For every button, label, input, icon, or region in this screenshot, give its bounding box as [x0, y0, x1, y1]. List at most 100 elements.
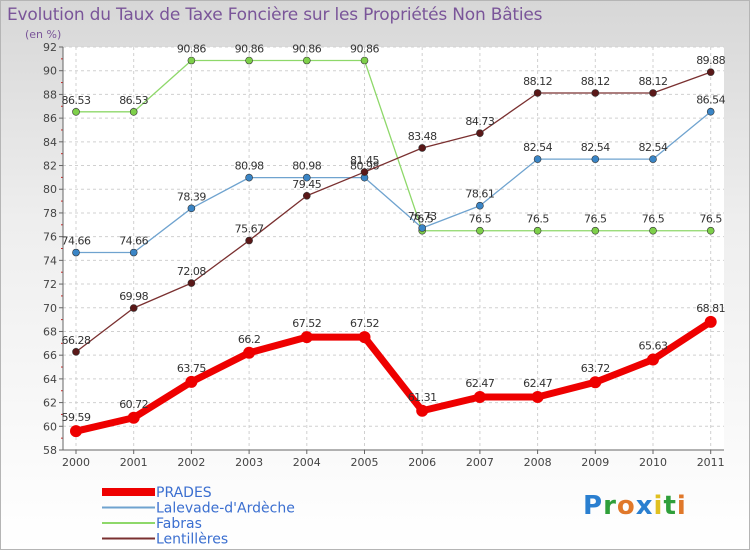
data-label: 76.5 [469, 213, 492, 226]
y-tick-label: 86 [43, 112, 57, 125]
data-point [302, 56, 311, 65]
data-label: 76.5 [584, 213, 607, 226]
data-label: 88.12 [581, 75, 610, 88]
data-point [533, 226, 542, 235]
y-tick-label: 62 [43, 397, 57, 410]
series-line-3 [75, 71, 711, 353]
data-label: 82.54 [581, 141, 610, 154]
y-tick-label: 82 [43, 160, 57, 173]
data-label: 76.73 [408, 210, 437, 223]
data-point [591, 226, 600, 235]
data-label: 67.52 [292, 317, 321, 330]
data-label: 90.86 [177, 43, 206, 56]
data-point [416, 404, 429, 417]
series-line-1 [76, 111, 712, 254]
y-tick-label: 80 [43, 183, 57, 196]
data-point [358, 331, 371, 344]
data-point [129, 108, 138, 116]
y-tick-label: 66 [43, 349, 57, 362]
data-label: 80.98 [235, 160, 264, 173]
y-tick-label: 68 [43, 325, 57, 338]
data-label: 83.48 [408, 130, 437, 143]
data-point [706, 68, 715, 76]
y-tick-label: 70 [43, 302, 57, 315]
y-tick-label: 78 [43, 207, 57, 220]
proxiti-logo: Proxiti [583, 491, 687, 521]
data-label: 86.54 [696, 94, 725, 107]
data-label: 88.12 [523, 75, 552, 88]
data-point [360, 168, 369, 176]
x-tick-label: 2007 [466, 456, 494, 469]
x-tick-label: 2002 [177, 456, 205, 469]
data-label: 82.54 [639, 141, 668, 154]
data-point [418, 224, 427, 232]
data-point [591, 89, 600, 97]
data-label: 66.28 [62, 334, 91, 347]
data-point [476, 226, 484, 235]
data-point [245, 56, 253, 65]
y-tick-label: 76 [43, 231, 57, 244]
y-tick-label: 72 [43, 278, 57, 291]
data-point [649, 89, 657, 97]
data-point [647, 353, 659, 366]
logo-letter: r [603, 491, 617, 521]
data-label: 88.12 [639, 75, 668, 88]
data-point [360, 56, 369, 65]
y-tick-label: 60 [43, 420, 57, 433]
data-point [533, 89, 542, 97]
data-point [589, 376, 602, 389]
data-label: 84.73 [465, 115, 494, 128]
x-tick-label: 2003 [235, 456, 263, 469]
y-tick-label: 84 [43, 136, 57, 149]
data-label: 78.39 [177, 190, 206, 203]
data-point [649, 226, 657, 235]
data-point [129, 248, 138, 257]
data-label: 69.98 [119, 290, 148, 303]
data-point [706, 226, 715, 235]
logo-letter: P [583, 491, 604, 521]
logo-letter: x [635, 491, 654, 521]
data-point [704, 315, 717, 328]
x-tick-label: 2008 [524, 456, 552, 469]
y-tick-label: 74 [43, 254, 57, 267]
legend-label: Fabras [156, 516, 202, 532]
data-point [127, 411, 140, 424]
y-tick-label: 92 [43, 41, 57, 54]
data-point [302, 191, 311, 200]
logo-letter: i [653, 491, 664, 521]
data-point [70, 425, 82, 438]
data-point [243, 346, 256, 359]
data-point [300, 331, 313, 344]
data-label: 76.5 [699, 213, 722, 226]
x-tick-label: 2001 [120, 456, 148, 469]
data-point [649, 155, 657, 163]
data-point [531, 391, 544, 404]
y-tick-label: 58 [43, 444, 57, 457]
data-label: 61.31 [408, 391, 437, 404]
data-label: 65.63 [639, 340, 668, 353]
x-tick-label: 2009 [581, 456, 609, 469]
data-point [476, 201, 484, 210]
data-label: 60.72 [119, 398, 148, 411]
data-label: 62.47 [465, 377, 494, 390]
x-tick-label: 2005 [351, 456, 379, 469]
data-label: 90.86 [235, 43, 264, 56]
legend-label: Lentillères [156, 532, 228, 548]
data-label: 74.66 [119, 235, 148, 248]
data-label: 90.86 [350, 43, 379, 56]
data-label: 81.45 [350, 154, 379, 167]
data-point [187, 56, 196, 65]
data-label: 62.47 [523, 377, 552, 390]
data-label: 80.98 [292, 160, 321, 173]
data-point [302, 173, 311, 182]
logo-letter: i [676, 491, 687, 521]
x-tick-label: 2011 [697, 456, 725, 469]
y-tick-label: 90 [43, 65, 57, 78]
data-point [245, 173, 253, 182]
data-label: 79.45 [292, 178, 321, 191]
x-tick-label: 2000 [62, 456, 90, 469]
data-point [72, 248, 80, 257]
legend-label: PRADES [156, 485, 212, 501]
